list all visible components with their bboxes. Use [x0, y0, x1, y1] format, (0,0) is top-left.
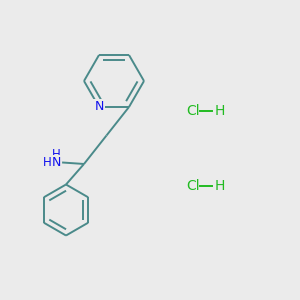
Text: Cl: Cl: [186, 179, 200, 193]
Text: Cl: Cl: [186, 104, 200, 118]
Text: N: N: [94, 100, 104, 113]
Text: H: H: [43, 156, 52, 169]
Text: H: H: [214, 104, 225, 118]
Text: H: H: [214, 179, 225, 193]
Text: N: N: [51, 156, 61, 169]
Text: H: H: [52, 148, 61, 160]
